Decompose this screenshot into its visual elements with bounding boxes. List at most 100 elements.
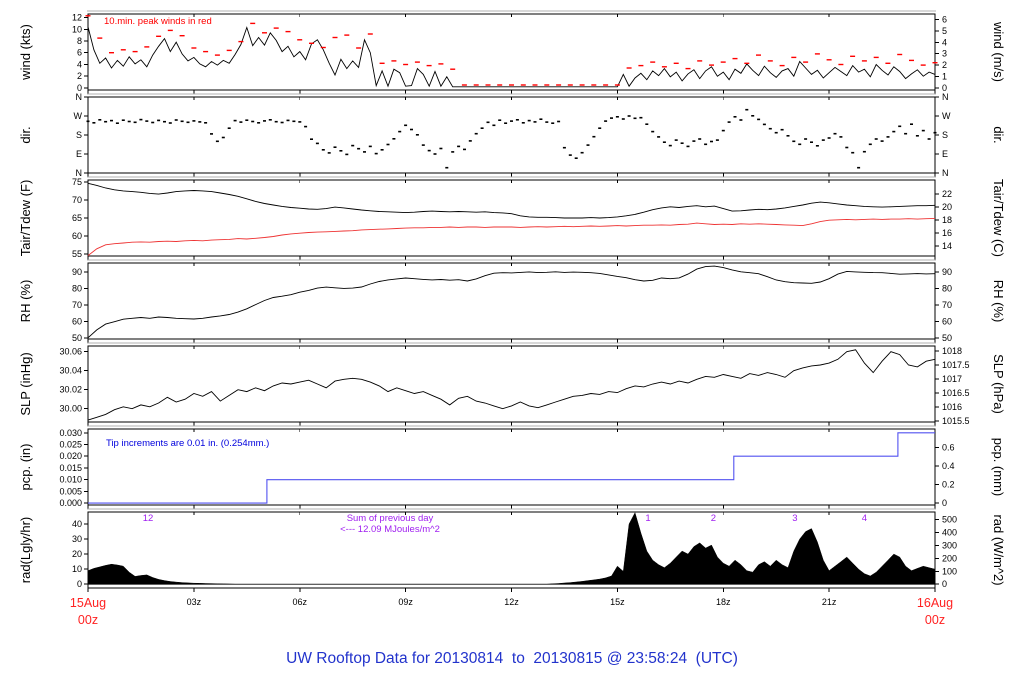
wind_direction_deg-point [827,137,831,139]
temperature-right-tick-label: 16 [942,228,952,238]
wind_direction_deg-point [157,119,161,122]
rad-right-tick-label: 400 [942,527,957,537]
x-start-date-label: 15Aug [70,596,106,610]
peak_wind_10min_kts-mark [332,36,338,39]
wind_direction_deg-point [427,149,431,152]
peak_wind_10min_kts-mark [767,60,773,62]
peak_wind_10min_kts-mark [167,29,173,32]
peak_wind_10min_kts-mark [814,53,820,55]
dir-left-tick-label: E [76,149,82,159]
wind_direction_deg-point [821,139,825,141]
dir-right-axis-title: dir. [991,126,1006,143]
peak_wind_10min_kts-mark [638,64,644,67]
wind_direction_deg-point [562,146,566,149]
wind_direction_deg-point [586,144,590,146]
wind-left-axis-title: wind (kts) [18,24,33,81]
wind_direction_deg-point [592,135,596,138]
wind_direction_deg-point [598,127,602,129]
wind_direction_deg-point [251,120,255,123]
wind_direction_deg-point [110,119,113,122]
slp-right-tick-label: 1016 [942,402,962,412]
wind_direction_deg-point [880,140,884,142]
peak_wind_10min_kts-mark [461,84,467,86]
rh_pct-line [87,265,936,339]
peak_wind_10min_kts-mark [156,35,162,37]
wind_direction_deg-point [310,138,313,140]
dir-right-tick-label: N [942,168,949,178]
wind-right-axis-title: wind (m/s) [991,21,1006,82]
wind_direction_deg-point [174,119,178,121]
rad-right-tick-label: 100 [942,566,957,576]
wind-left-tick-label: 6 [77,48,82,58]
peak_wind_10min_kts-mark [909,59,914,62]
wind_direction_deg-point [280,121,284,124]
wind_direction_deg-point [662,141,666,143]
rad-left-tick-label: 10 [72,564,82,574]
temperature-right-tick-label: 20 [942,202,952,212]
wind_direction_deg-point [292,120,296,123]
slp_inhg-line [87,349,936,421]
peak_wind_10min_kts-mark [132,50,138,53]
peak_wind_10min_kts-mark [226,49,232,52]
wind_direction_deg-point [321,149,325,151]
wind_direction_deg-point [639,116,643,119]
temperature-right-tick-label: 14 [942,241,952,251]
wind_direction_deg-point [504,122,508,124]
rad-sum-note-line2: <--- 12.09 MJoules/m^2 [340,524,440,535]
peak_wind_10min_kts-mark [179,35,185,37]
slp-left-axis-title: SLP (inHg) [18,352,33,415]
wind_direction_deg-point [404,124,408,127]
slp-left-tick-label: 30.04 [59,366,82,376]
slp-right-tick-label: 1016.5 [942,388,970,398]
wind_direction_deg-point [392,138,396,140]
wind_direction_deg-point [304,125,308,128]
wind_direction_deg-point [257,122,261,124]
pcp-right-tick-label: 0 [942,498,947,508]
wind_direction_deg-point [892,130,896,133]
wind_direction_deg-point [557,120,561,123]
peak_wind_10min_kts-mark [650,61,656,63]
dir-right-tick-label: S [942,130,948,140]
wind_direction_deg-point [645,123,649,125]
rad-right-tick-label: 300 [942,540,957,550]
wind-peak-note: 10.min. peak winds in red [104,16,212,27]
wind_direction_deg-point [674,139,678,141]
dir-right-tick-label: W [942,111,951,121]
wind_direction_deg-point [857,166,861,169]
wind_direction_deg-point [386,143,390,146]
peak_wind_10min_kts-mark [367,33,373,35]
wind_direction_deg-point [121,119,125,121]
peak_wind_10min_kts-mark [591,84,597,86]
peak_wind_10min_kts-mark [873,56,879,59]
wind_direction_deg-point [104,120,108,123]
peak_wind_10min_kts-mark [473,84,479,86]
x-axis-tick-label: 06z [292,597,307,607]
wind_direction_deg-point [533,121,537,123]
wind_direction_deg-point [86,120,90,123]
wind-right-tick-label: 5 [942,26,947,36]
peak_wind_10min_kts-mark [626,67,632,69]
wind-left-tick-label: 4 [77,59,82,69]
wind_direction_deg-point [886,136,890,138]
rad-hour-marker: 12 [143,513,154,524]
wind_direction_deg-point [433,153,437,155]
dir-left-tick-label: N [76,92,83,102]
rad-left-tick-label: 0 [77,579,82,589]
wind_direction_deg-point [651,130,655,133]
wind_direction_deg-point [98,119,102,121]
wind_direction_deg-point [710,140,713,143]
wind_direction_deg-point [245,119,249,121]
rh-left-tick-label: 70 [72,300,82,310]
peak_wind_10min_kts-mark [544,84,550,86]
wind_direction_deg-point [739,119,743,121]
wind_direction_deg-point [492,124,496,127]
wind_direction_deg-point [239,121,243,123]
wind_direction_deg-point [127,120,131,123]
peak_wind_10min_kts-mark [450,68,456,70]
wind-left-tick-label: 2 [77,71,82,81]
rad-right-axis-title: rad (W/m^2) [991,514,1006,585]
wind_direction_deg-point [627,115,631,117]
wind_direction_deg-point [845,146,849,149]
